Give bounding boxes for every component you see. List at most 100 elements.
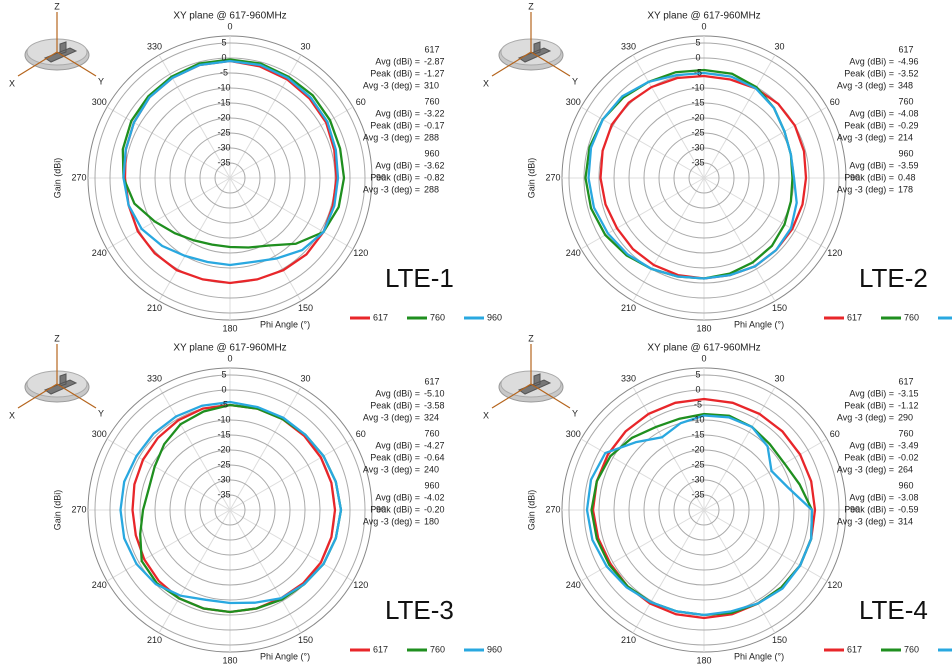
angle-tick-label: 300 <box>566 429 581 439</box>
spoke <box>229 386 302 511</box>
stats-label: Avg (dBi) = <box>375 160 420 170</box>
angle-axis-label: Phi Angle (°) <box>260 651 310 661</box>
stats-heading: 960 <box>898 148 913 158</box>
angle-tick-label: 240 <box>92 580 107 590</box>
spoke <box>703 509 776 634</box>
radial-tick-label: -10 <box>217 82 230 92</box>
grid-ring <box>109 57 351 299</box>
icon-block <box>517 41 552 63</box>
radial-tick-label: -20 <box>217 444 230 454</box>
legend-label: 960 <box>487 644 502 654</box>
stats-label: Avg (dBi) = <box>375 440 420 450</box>
stats-label: Peak (dBi) = <box>370 400 420 410</box>
stats-label: Avg -3 (deg) = <box>837 184 894 194</box>
angle-tick-label: 0 <box>227 353 232 363</box>
angle-tick-label: 240 <box>566 248 581 258</box>
stats-label: Peak (dBi) = <box>844 68 894 78</box>
icon-label: X <box>9 410 15 420</box>
stats-label: Avg (dBi) = <box>375 492 420 502</box>
spoke <box>229 106 354 179</box>
stats-value: -0.17 <box>424 120 445 130</box>
stats-value: -1.12 <box>898 400 919 410</box>
angle-axis-label: Phi Angle (°) <box>260 319 310 329</box>
grid-ring <box>109 389 351 631</box>
radial-tick-label: -30 <box>691 474 704 484</box>
stats-value: -3.52 <box>898 68 919 78</box>
stats-heading: 960 <box>424 480 439 490</box>
spoke <box>229 177 302 302</box>
radial-tick-label: -25 <box>691 459 704 469</box>
stats-label: Avg (dBi) = <box>375 388 420 398</box>
angle-tick-label: 330 <box>147 374 162 384</box>
radial-axis-label: Gain (dBi) <box>52 490 62 531</box>
angle-tick-label: 0 <box>701 353 706 363</box>
angle-tick-label: 150 <box>298 303 313 313</box>
spoke <box>632 509 705 634</box>
stats-value: -0.29 <box>898 120 919 130</box>
angle-tick-label: 270 <box>545 504 560 514</box>
grid-ring <box>184 464 276 556</box>
spoke <box>106 509 231 582</box>
icon-axis-x <box>491 51 532 77</box>
stats-value: -4.96 <box>898 56 919 66</box>
stats-value: 348 <box>898 80 913 90</box>
grid-ring <box>169 449 291 571</box>
chart-title: XY plane @ 617-960MHz <box>173 343 286 354</box>
stats-label: Avg -3 (deg) = <box>837 464 894 474</box>
stats-label: Avg (dBi) = <box>849 56 894 66</box>
angle-tick-label: 240 <box>92 248 107 258</box>
radial-tick-label: -5 <box>694 67 702 77</box>
angle-tick-label: 270 <box>71 504 86 514</box>
grid-ring <box>184 132 276 224</box>
angle-tick-label: 330 <box>621 42 636 52</box>
angle-tick-label: 270 <box>71 172 86 182</box>
spoke <box>703 438 828 511</box>
radial-tick-label: -5 <box>220 399 228 409</box>
angle-tick-label: 60 <box>356 429 366 439</box>
angle-tick-label: 60 <box>356 97 366 107</box>
stats-value: -0.59 <box>898 504 919 514</box>
spoke <box>158 509 231 634</box>
angle-tick-label: 90 <box>850 504 860 514</box>
polar-chart: ZX YXY plane @ 617-960MHz0306090120150180… <box>9 1 502 333</box>
stats-value: 288 <box>424 132 439 142</box>
stats-heading: 760 <box>424 96 439 106</box>
angle-tick-label: 150 <box>298 635 313 645</box>
stats-value: 178 <box>898 184 913 194</box>
grid-ring <box>94 374 366 646</box>
spoke <box>580 177 705 250</box>
stats-value: -3.58 <box>424 400 445 410</box>
radial-tick-label: -20 <box>217 112 230 122</box>
stats-value: 0.48 <box>898 172 916 182</box>
spoke <box>158 386 231 511</box>
stats-value: -3.08 <box>898 492 919 502</box>
radial-tick-label: -15 <box>691 97 704 107</box>
radial-tick-label: 5 <box>221 37 226 47</box>
angle-tick-label: 90 <box>376 172 386 182</box>
angle-tick-label: 330 <box>147 42 162 52</box>
legend-label: 760 <box>430 312 445 322</box>
stats-label: Avg (dBi) = <box>849 492 894 502</box>
spoke <box>703 106 828 179</box>
icon-label: X <box>9 78 15 88</box>
spoke <box>703 509 828 582</box>
legend-label: 617 <box>847 644 862 654</box>
grid-ring <box>673 479 735 541</box>
icon-label: X <box>483 410 489 420</box>
stats-label: Peak (dBi) = <box>844 120 894 130</box>
radial-axis-label: Gain (dBi) <box>526 158 536 199</box>
angle-tick-label: 330 <box>621 374 636 384</box>
panel-label: LTE-1 <box>385 263 454 293</box>
grid-ring <box>643 117 765 239</box>
grid-ring <box>673 147 735 209</box>
grid-ring <box>583 57 825 299</box>
stats-heading: 617 <box>898 376 913 386</box>
grid-ring <box>154 102 306 254</box>
angle-tick-label: 210 <box>147 303 162 313</box>
icon-axis-x <box>17 383 58 409</box>
icon-block <box>517 373 552 395</box>
stats-heading: 617 <box>898 44 913 54</box>
radial-axis-label: Gain (dBi) <box>52 158 62 199</box>
spoke <box>703 386 776 511</box>
grid-ring <box>688 162 720 194</box>
